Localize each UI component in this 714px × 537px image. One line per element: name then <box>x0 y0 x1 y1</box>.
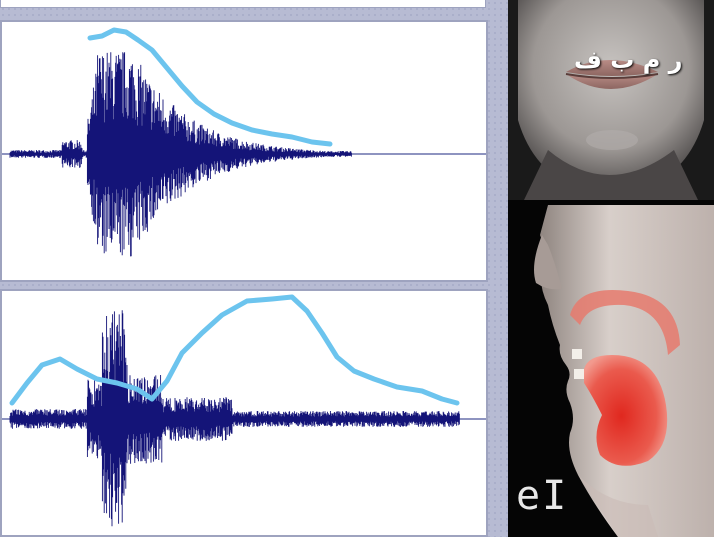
speech-waveform <box>9 52 352 257</box>
phoneme-label: eI <box>516 473 569 519</box>
pitch-envelope-curve <box>87 27 333 147</box>
waveform-panel-top <box>0 20 488 282</box>
sagittal-profile-image <box>508 205 714 537</box>
waveform-bottom-svg <box>2 294 486 527</box>
arabic-letters-overlay: ر م ب ف <box>574 46 683 74</box>
waveform-top-svg <box>2 27 486 257</box>
top-panel-edge <box>0 0 486 8</box>
speech-waveform <box>9 310 460 527</box>
pitch-envelope-curve <box>9 294 460 406</box>
waveform-panel-bottom <box>0 289 488 537</box>
front-face-image <box>508 0 714 200</box>
articulation-video: ر م ب ف eI <box>508 0 714 537</box>
